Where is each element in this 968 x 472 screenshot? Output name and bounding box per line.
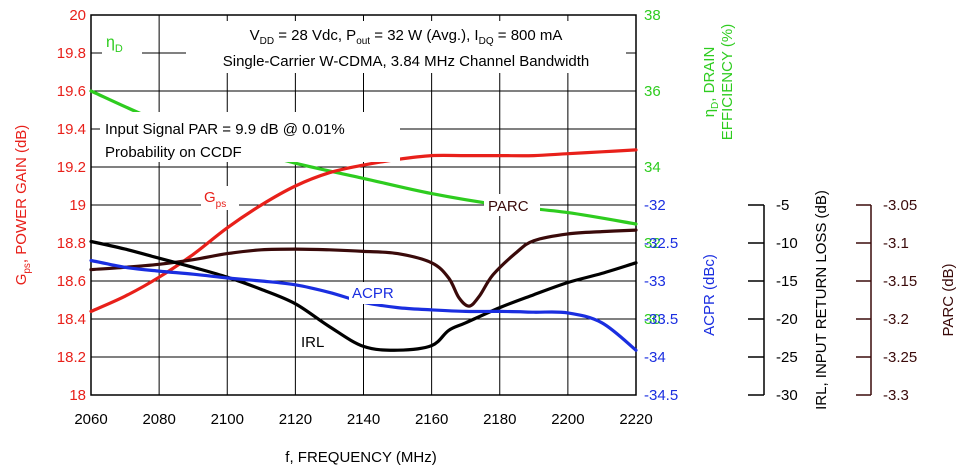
annotation-conditions: VDD = 28 Vdc, Pout = 32 W (Avg.), IDQ = …	[250, 27, 563, 47]
gain-tick-label: 18	[69, 387, 86, 404]
x-tick-label: 2160	[415, 411, 448, 428]
annotation-signal: Single-Carrier W-CDMA, 3.84 MHz Channel …	[223, 53, 590, 70]
acpr-tick-labels: -32 -32.5 -33 -33.5 -34 -34.5	[644, 197, 678, 404]
x-tick-label: 2060	[74, 411, 107, 428]
gain-tick-label: 19.6	[57, 83, 86, 100]
x-tick-label: 2080	[142, 411, 175, 428]
irl-tick-label: -25	[776, 349, 798, 366]
parc-tick-label: -3.25	[883, 349, 917, 366]
x-tick-label: 2120	[279, 411, 312, 428]
parc-tick-label: -3.15	[883, 273, 917, 290]
gain-tick-label: 20	[69, 7, 86, 24]
gain-tick-label: 19.8	[57, 45, 86, 62]
irl-tick-label: -10	[776, 235, 798, 252]
efficiency-tick-label: 34	[644, 159, 661, 176]
x-tick-label: 2180	[483, 411, 516, 428]
label-parc-bg	[484, 194, 540, 216]
acpr-tick-label: -32	[644, 197, 666, 214]
acpr-tick-label: -32.5	[644, 235, 678, 252]
x-tick-label: 2200	[551, 411, 584, 428]
irl-tick-label: -15	[776, 273, 798, 290]
efficiency-axis-title-line2: EFFICIENCY (%)	[719, 24, 736, 140]
annotation-par-bg	[100, 112, 400, 162]
irl-axis-title: IRL, INPUT RETURN LOSS (dB)	[813, 190, 830, 410]
parc-axis-title: PARC (dB)	[940, 263, 957, 336]
x-tick-label: 2220	[619, 411, 652, 428]
parc-tick-label: -3.3	[883, 387, 909, 404]
efficiency-axis-title-line1: ηD, DRAIN	[701, 47, 721, 118]
irl-tick-label: -5	[776, 197, 789, 214]
efficiency-tick-label: 38	[644, 7, 661, 24]
parc-axis: -3.05 -3.1 -3.15 -3.2 -3.25 -3.3	[856, 197, 917, 404]
label-etad-bg	[102, 30, 142, 54]
series-label-parc: PARC	[488, 198, 529, 215]
acpr-tick-label: -33.5	[644, 311, 678, 328]
acpr-axis-title: ACPR (dBc)	[701, 254, 718, 336]
gain-tick-labels: 18 18.2 18.4 18.6 18.8 19 19.2 19.4 19.6 19.8 20	[57, 7, 86, 404]
gain-tick-label: 18.8	[57, 235, 86, 252]
annotation-par-line2: Probability on CCDF	[105, 144, 242, 161]
series-label-irl: IRL	[301, 334, 324, 351]
gain-tick-label: 19.2	[57, 159, 86, 176]
annotation-par-line1: Input Signal PAR = 9.9 dB @ 0.01%	[105, 121, 345, 138]
label-irl-bg	[298, 330, 330, 350]
series-line-irl	[89, 239, 638, 352]
series-label-gps: Gps	[204, 189, 226, 210]
label-acpr-bg	[349, 282, 401, 304]
parc-tick-label: -3.2	[883, 311, 909, 328]
x-axis-title: f, FREQUENCY (MHz)	[285, 449, 436, 466]
irl-tick-label: -30	[776, 387, 798, 404]
plot-frame	[90, 14, 637, 396]
irl-tick-label: -20	[776, 311, 798, 328]
series-label-acpr: ACPR	[352, 285, 394, 302]
gain-tick-label: 18.6	[57, 273, 86, 290]
efficiency-tick-labels: 30 32 34 36 38	[644, 7, 661, 328]
efficiency-tick-label: 36	[644, 83, 661, 100]
parc-tick-label: -3.1	[883, 235, 909, 252]
series-line-parc	[89, 228, 638, 308]
series-label-etad: ηD	[106, 34, 123, 55]
gain-axis-title: Gps, POWER GAIN (dB)	[13, 125, 33, 286]
x-tick-labels: 2060 2080 2100 2120 2140 2160 2180 2200 2220	[74, 411, 652, 428]
irl-axis: -5 -10 -15 -20 -25 -30	[748, 197, 798, 404]
annotation-top-bg	[186, 21, 626, 73]
acpr-tick-label: -33	[644, 273, 666, 290]
label-gps-bg	[201, 186, 239, 210]
x-tick-label: 2100	[211, 411, 244, 428]
x-tick-label: 2140	[347, 411, 380, 428]
gain-tick-label: 19.4	[57, 121, 86, 138]
efficiency-tick-label: 30	[644, 311, 661, 328]
parc-tick-label: -3.05	[883, 197, 917, 214]
gain-tick-label: 19	[69, 197, 86, 214]
gain-tick-label: 18.4	[57, 311, 86, 328]
efficiency-tick-label: 32	[644, 235, 661, 252]
acpr-tick-label: -34	[644, 349, 666, 366]
acpr-tick-label: -34.5	[644, 387, 678, 404]
gain-tick-label: 18.2	[57, 349, 86, 366]
